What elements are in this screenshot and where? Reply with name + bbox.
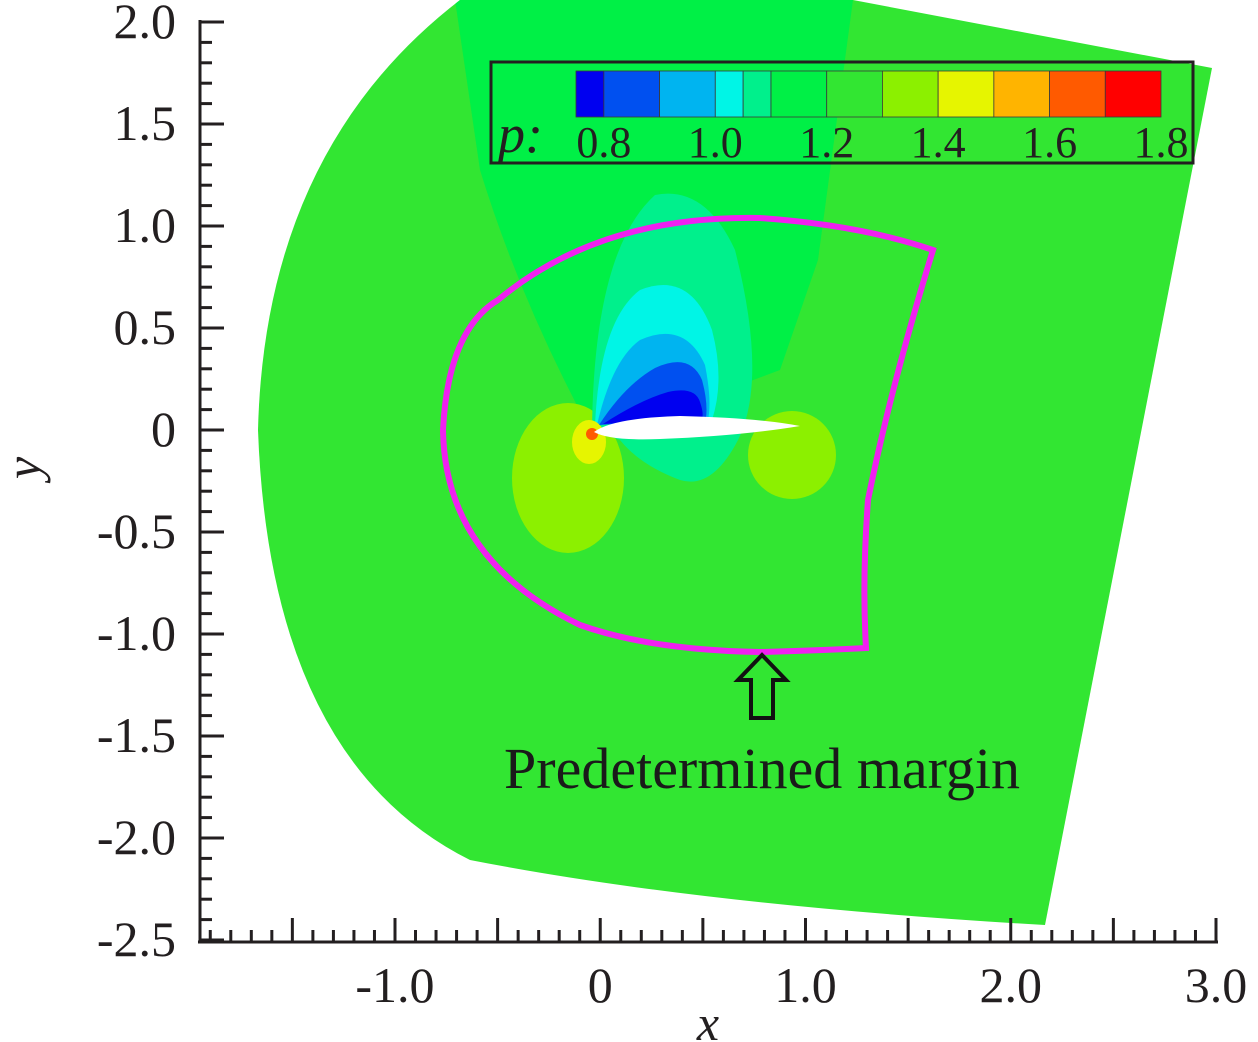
y-axis-title: y (0, 456, 51, 484)
y-tick-label: 1.5 (114, 95, 177, 151)
margin-annotation: Predetermined margin (504, 652, 1020, 801)
colorbar-swatch (1104, 70, 1162, 118)
colorbar-label: 1.4 (911, 118, 966, 167)
x-tick-label: -1.0 (355, 957, 434, 1013)
flow-field (258, 0, 1212, 925)
stagnation-point (586, 428, 598, 440)
colorbar-legend: p: 0.8 1.0 1.2 1.4 1.6 1.8 (489, 60, 1195, 167)
colorbar-label: 0.8 (576, 118, 631, 167)
colorbar-swatch (937, 70, 995, 118)
colorbar-label: 1.8 (1134, 118, 1189, 167)
y-tick-label: -1.0 (97, 605, 176, 661)
colorbar-swatch (1049, 70, 1106, 118)
airfoil (594, 416, 800, 440)
colorbar-frame (489, 60, 1195, 165)
colorbar-label: 1.2 (799, 118, 854, 167)
colorbar-swatches (575, 70, 1162, 118)
y-tick-label: 1.0 (114, 197, 177, 253)
y-tick-label: 0.5 (114, 299, 177, 355)
arrow-up-icon (733, 652, 791, 720)
colorbar-swatch (993, 70, 1050, 118)
colorbar-swatch (882, 70, 939, 118)
colorbar-label: 1.0 (688, 118, 743, 167)
colorbar-swatch (714, 70, 744, 118)
y-tick-label: -1.5 (97, 707, 176, 763)
y-tick-labels: 2.0 1.5 1.0 0.5 0 -0.5 -1.0 -1.5 -2.0 -2.5 (97, 0, 176, 967)
x-axis-title: x (696, 995, 719, 1042)
x-ticks (208, 918, 1218, 942)
y-tick-label: 0 (151, 401, 176, 457)
colorbar-swatch (770, 70, 828, 118)
colorbar-swatch (659, 70, 716, 118)
x-tick-label: 1.0 (774, 957, 837, 1013)
colorbar-swatch (742, 70, 772, 118)
trailing-ellipse-outer (748, 411, 836, 499)
contour-low-5 (603, 390, 703, 424)
y-tick-label: 2.0 (114, 0, 177, 49)
x-tick-label: 2.0 (979, 957, 1042, 1013)
colorbar-swatch (826, 70, 883, 118)
colorbar-swatch (603, 70, 660, 118)
x-tick-label: 0 (588, 957, 613, 1013)
flow-domain (258, 0, 1212, 925)
colorbar-labels: 0.8 1.0 1.2 1.4 1.6 1.8 (576, 118, 1188, 167)
colorbar-swatch (575, 70, 605, 118)
x-tick-label: 3.0 (1185, 957, 1248, 1013)
y-ticks (200, 20, 224, 942)
y-tick-label: -0.5 (97, 503, 176, 559)
colorbar-label: 1.6 (1022, 118, 1077, 167)
colorbar-title: p: (494, 104, 543, 164)
predetermined-margin-boundary (439, 214, 937, 656)
stagnation-ellipse-inner (572, 420, 606, 464)
x-tick-labels: -1.0 0 1.0 2.0 3.0 (355, 957, 1247, 1013)
y-tick-label: -2.0 (97, 809, 176, 865)
annotation-label: Predetermined margin (504, 736, 1020, 801)
y-tick-label: -2.5 (97, 911, 176, 967)
